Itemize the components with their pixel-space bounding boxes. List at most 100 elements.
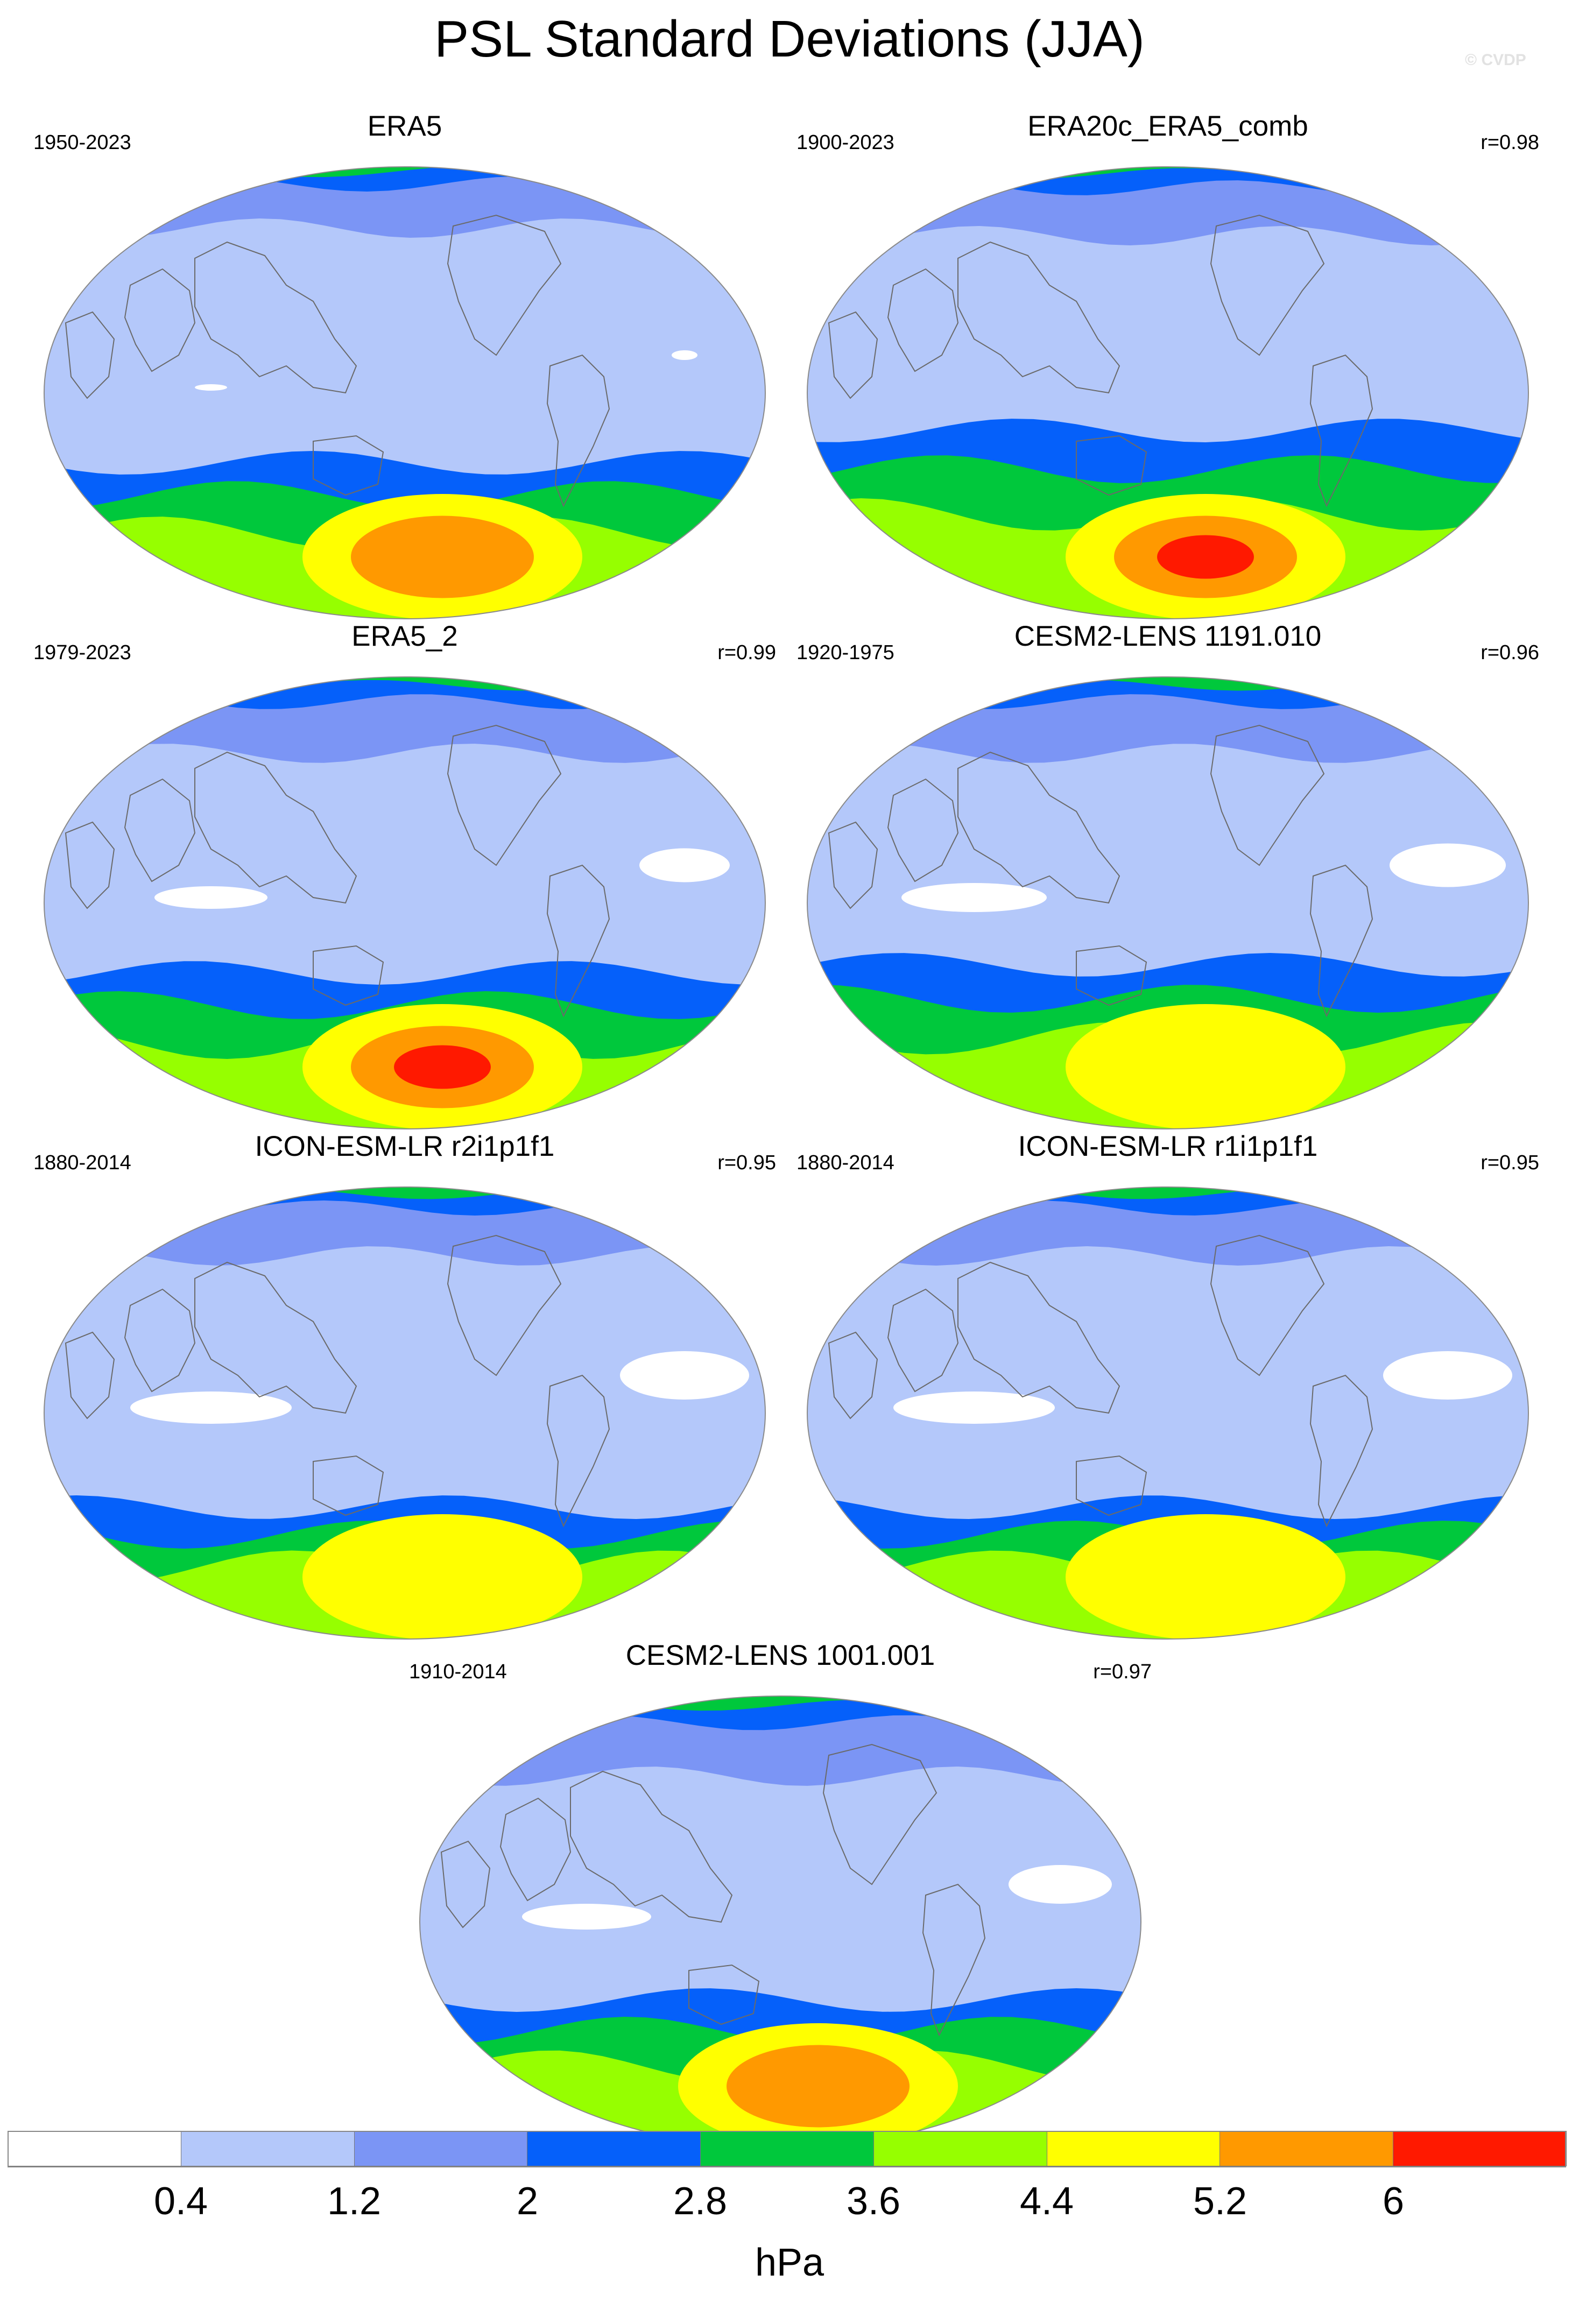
coastline: [1076, 1455, 1147, 1516]
colorbar-tick-label: 0.4: [153, 2180, 208, 2223]
tropical-low-variance: [901, 883, 1047, 912]
colorbar-swatch: [700, 2131, 874, 2166]
colorbar-tick-label: 4.4: [1019, 2180, 1074, 2223]
coastline: [194, 751, 357, 904]
coastline: [447, 1234, 562, 1376]
north-contour-band: [44, 1187, 765, 1199]
contour-layers: [44, 167, 765, 619]
panel-years: 1910-2014: [409, 1661, 507, 1683]
psl-stddev-map: [44, 166, 766, 619]
south-pacific-maximum: [351, 515, 534, 598]
coastline: [124, 268, 196, 372]
coastline: [828, 1331, 878, 1419]
map-outline: [44, 676, 766, 1129]
tropical-low-variance: [1383, 1351, 1512, 1400]
contour-layers: [807, 1187, 1528, 1639]
contour-layers: [44, 1187, 765, 1639]
colorbar-swatch: [873, 2131, 1047, 2166]
coastline: [447, 724, 562, 866]
panel-years: 1880-2014: [796, 1152, 894, 1174]
coastline: [313, 1455, 384, 1516]
coastline: [313, 435, 384, 496]
map-panel-cesm2-lens-1191-010: CESM2-LENS 1191.010 1920-1975 r=0.96: [796, 618, 1539, 1129]
panel-title: CESM2-LENS 1001.001: [625, 1640, 935, 1671]
map-outline: [807, 1186, 1529, 1640]
coastline: [499, 1797, 572, 1902]
panel-correlation: r=0.95: [1481, 1152, 1539, 1174]
map-panel-icon-esm-lr-r1i1p1f1: ICON-ESM-LR r1i1p1f1 1880-2014 r=0.95: [796, 1128, 1539, 1640]
coastline: [1210, 724, 1325, 866]
colorbar-tick-label: 2.8: [673, 2180, 728, 2223]
figure-title: PSL Standard Deviations (JJA): [434, 10, 1145, 68]
panel-correlation: r=0.95: [717, 1152, 776, 1174]
panel-years: 1900-2023: [796, 131, 894, 154]
coastline: [440, 1840, 491, 1929]
coastline: [1210, 214, 1325, 356]
coastline: [124, 778, 196, 882]
south-pacific-maximum: [302, 1514, 582, 1639]
panel-title: ERA5: [367, 110, 442, 142]
coastline: [822, 1743, 937, 1885]
psl-stddev-map: [807, 676, 1529, 1129]
north-contour-band: [807, 1187, 1528, 1199]
south-pacific-maximum: [727, 2045, 910, 2128]
colorbar-tick-label: 5.2: [1193, 2180, 1247, 2223]
colorbar-tick-label: 6: [1382, 2180, 1405, 2223]
tropical-low-variance: [195, 384, 227, 391]
coastline: [194, 1261, 357, 1414]
coastline: [828, 311, 878, 399]
coastline: [887, 268, 959, 372]
contour-layers: [807, 167, 1528, 619]
psl-stddev-map: [44, 676, 766, 1129]
tropical-low-variance: [893, 1391, 1055, 1424]
south-pacific-maximum: [394, 1045, 491, 1089]
map-panel-icon-esm-lr-r2i1p1f1: ICON-ESM-LR r2i1p1f1 1880-2014 r=0.95: [33, 1128, 776, 1640]
panel-title: CESM2-LENS 1191.010: [1014, 620, 1322, 652]
coastline: [1210, 1234, 1325, 1376]
coastline: [828, 821, 878, 909]
panel-correlation: r=0.98: [1481, 131, 1539, 154]
coastline: [65, 821, 115, 909]
psl-stddev-map: [419, 1696, 1141, 2149]
coastline: [957, 751, 1120, 904]
map-outline: [807, 676, 1529, 1129]
map-panel-cesm2-lens-1001-001: CESM2-LENS 1001.001 1910-2014 r=0.97: [409, 1637, 1152, 2149]
coastline: [957, 1261, 1120, 1414]
map-outline: [807, 166, 1529, 619]
south-pacific-maximum: [1066, 1514, 1345, 1639]
psl-stddev-map: [807, 166, 1529, 619]
tropical-low-variance: [672, 350, 697, 360]
panel-correlation: r=0.99: [717, 641, 776, 664]
map-panel-era20c-era5-comb: ERA20c_ERA5_comb 1900-2023 r=0.98: [796, 108, 1539, 619]
panel-years: 1979-2023: [33, 641, 131, 664]
coastline: [887, 778, 959, 882]
colorbar-units: hPa: [755, 2241, 824, 2284]
colorbar-tick-label: 2: [516, 2180, 539, 2223]
coastline: [65, 1331, 115, 1419]
coastline: [447, 214, 562, 356]
panel-title: ERA20c_ERA5_comb: [1027, 110, 1308, 142]
panel-title: ICON-ESM-LR r2i1p1f1: [255, 1131, 555, 1162]
coastline: [957, 241, 1120, 394]
psl-stddev-map: [44, 1186, 766, 1640]
coastline: [194, 241, 357, 394]
coastline: [887, 1288, 959, 1393]
coastline: [922, 1883, 986, 2037]
north-contour-band: [44, 167, 765, 192]
tropical-low-variance: [130, 1391, 292, 1424]
panel-years: 1880-2014: [33, 1152, 131, 1174]
contour-layers: [420, 1696, 1141, 2148]
colorbar-tick-label: 3.6: [846, 2180, 901, 2223]
tropical-low-variance: [1390, 843, 1506, 887]
coastline: [1076, 435, 1147, 496]
map-outline: [44, 1186, 766, 1640]
coastline: [1309, 864, 1373, 1018]
psl-stddev-map: [807, 1186, 1529, 1640]
map-panel-era5-2: ERA5_2 1979-2023 r=0.99: [33, 618, 776, 1129]
colorbar: [8, 2131, 1567, 2167]
coastline: [546, 354, 610, 507]
south-pacific-maximum: [1066, 1004, 1345, 1129]
colorbar-swatch: [354, 2131, 528, 2166]
south-pacific-maximum: [1157, 535, 1254, 579]
